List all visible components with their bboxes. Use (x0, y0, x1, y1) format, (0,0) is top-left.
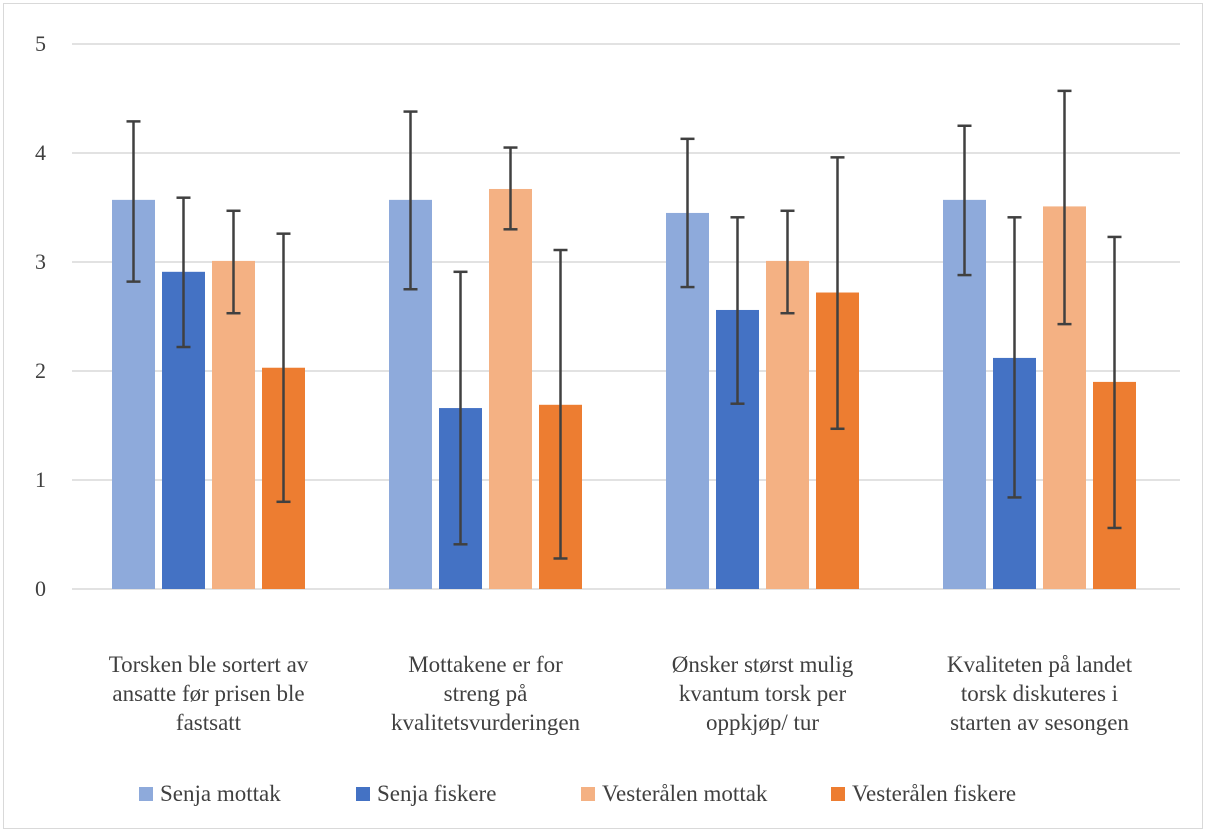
bar (212, 260, 255, 589)
category-labels: Torsken ble sortert av ansatte før prisen… (109, 652, 1133, 735)
y-tick-label: 0 (35, 576, 46, 601)
bars (112, 188, 1136, 589)
category-label: Ønsker størst mulig kvantum torsk per oppk… (672, 652, 854, 735)
y-tick-label: 4 (35, 140, 46, 165)
legend-swatch (581, 787, 595, 801)
legend-swatch (831, 787, 845, 801)
legend: Senja mottak Senja fiskere Vesterålen mott… (139, 781, 1016, 806)
error-bars (126, 89, 1122, 560)
y-axis-ticks: 0 1 2 3 4 5 (35, 31, 46, 601)
legend-swatch (356, 787, 370, 801)
y-tick-label: 5 (35, 31, 46, 56)
error-bar (1007, 216, 1022, 499)
error-bar (1057, 89, 1072, 326)
legend-swatch (139, 787, 153, 801)
error-bar (730, 216, 745, 405)
error-bar (830, 156, 845, 431)
error-bar (1107, 235, 1122, 530)
legend-label: Senja mottak (160, 781, 281, 806)
error-bar (276, 232, 291, 504)
bar (766, 260, 809, 589)
y-tick-label: 1 (35, 467, 46, 492)
legend-label: Vesterålen fiskere (852, 781, 1016, 806)
error-bar (453, 270, 468, 546)
error-bar (403, 110, 418, 291)
legend-item: Vesterålen fiskere (831, 781, 1016, 806)
legend-item: Senja fiskere (356, 781, 496, 806)
bar (489, 188, 532, 589)
category-label: Kvaliteten på landet torsk diskuteres i st… (947, 652, 1133, 735)
error-bar (503, 146, 518, 231)
error-bar (176, 196, 191, 349)
category-label: Mottakene er for streng på kvalitetsvurder… (391, 652, 581, 735)
error-bar (680, 137, 695, 289)
legend-label: Senja fiskere (377, 781, 496, 806)
error-bar (553, 248, 568, 560)
legend-item: Vesterålen mottak (581, 781, 768, 806)
category-label: Torsken ble sortert av ansatte før prisen… (109, 652, 309, 735)
error-bar (226, 209, 241, 315)
error-bar (957, 124, 972, 277)
y-tick-label: 2 (35, 358, 46, 383)
error-bar (780, 209, 795, 315)
legend-label: Vesterålen mottak (602, 781, 768, 806)
legend-item: Senja mottak (139, 781, 281, 806)
error-bar (126, 120, 141, 283)
y-tick-label: 3 (35, 249, 46, 274)
